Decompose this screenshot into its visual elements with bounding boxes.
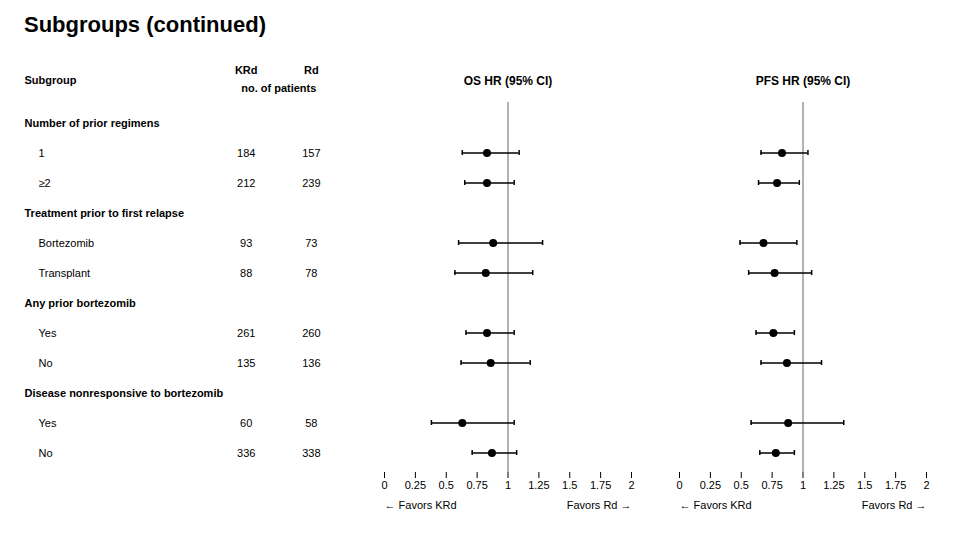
svg-text:Yes: Yes	[39, 417, 57, 429]
svg-text:← Favors KRd: ← Favors KRd	[385, 499, 457, 511]
svg-text:1.25: 1.25	[823, 479, 844, 491]
svg-text:Subgroup: Subgroup	[25, 74, 77, 86]
svg-text:Bortezomib: Bortezomib	[39, 237, 95, 249]
svg-text:No: No	[39, 357, 53, 369]
svg-text:1.75: 1.75	[590, 479, 611, 491]
svg-text:73: 73	[305, 237, 317, 249]
svg-text:No: No	[39, 447, 53, 459]
svg-text:1: 1	[39, 147, 45, 159]
svg-text:0: 0	[381, 479, 387, 491]
svg-text:0.5: 0.5	[439, 479, 454, 491]
svg-text:135: 135	[237, 357, 255, 369]
svg-text:Treatment prior to first relap: Treatment prior to first relapse	[25, 207, 185, 219]
svg-text:1.5: 1.5	[857, 479, 872, 491]
svg-text:no. of patients: no. of patients	[241, 82, 316, 94]
svg-text:Transplant: Transplant	[39, 267, 91, 279]
svg-text:Any prior bortezomib: Any prior bortezomib	[25, 297, 137, 309]
svg-text:261: 261	[237, 327, 255, 339]
svg-text:0.75: 0.75	[466, 479, 487, 491]
svg-text:KRd: KRd	[235, 64, 258, 76]
svg-text:260: 260	[302, 327, 320, 339]
svg-text:OS HR (95% CI): OS HR (95% CI)	[464, 74, 553, 88]
svg-text:184: 184	[237, 147, 255, 159]
svg-text:1: 1	[800, 479, 806, 491]
svg-text:212: 212	[237, 177, 255, 189]
svg-text:0.25: 0.25	[700, 479, 721, 491]
svg-text:88: 88	[240, 267, 252, 279]
svg-text:Rd: Rd	[304, 64, 319, 76]
svg-text:0.5: 0.5	[734, 479, 749, 491]
svg-text:← Favors KRd: ← Favors KRd	[680, 499, 752, 511]
svg-text:239: 239	[302, 177, 320, 189]
svg-text:0.75: 0.75	[761, 479, 782, 491]
svg-text:336: 336	[237, 447, 255, 459]
svg-text:1.25: 1.25	[528, 479, 549, 491]
svg-text:1: 1	[505, 479, 511, 491]
html-text:Subgroups (continued): Subgroups (continued)	[24, 12, 266, 37]
svg-text:58: 58	[305, 417, 317, 429]
svg-text:Yes: Yes	[39, 327, 57, 339]
svg-text:78: 78	[305, 267, 317, 279]
svg-text:60: 60	[240, 417, 252, 429]
svg-text:2: 2	[628, 479, 634, 491]
svg-text:0: 0	[676, 479, 682, 491]
svg-text:0.25: 0.25	[405, 479, 426, 491]
svg-text:2: 2	[923, 479, 929, 491]
svg-text:Disease nonresponsive to borte: Disease nonresponsive to bortezomib	[25, 387, 224, 399]
svg-text:≥2: ≥2	[39, 177, 51, 189]
svg-text:Number of prior regimens: Number of prior regimens	[25, 117, 160, 129]
svg-text:136: 136	[302, 357, 320, 369]
svg-text:93: 93	[240, 237, 252, 249]
svg-text:157: 157	[302, 147, 320, 159]
svg-text:Favors Rd →: Favors Rd →	[567, 499, 632, 511]
svg-text:338: 338	[302, 447, 320, 459]
svg-text:1.5: 1.5	[562, 479, 577, 491]
svg-text:PFS HR (95% CI): PFS HR (95% CI)	[756, 74, 851, 88]
svg-text:Favors Rd →: Favors Rd →	[862, 499, 927, 511]
svg-text:1.75: 1.75	[885, 479, 906, 491]
